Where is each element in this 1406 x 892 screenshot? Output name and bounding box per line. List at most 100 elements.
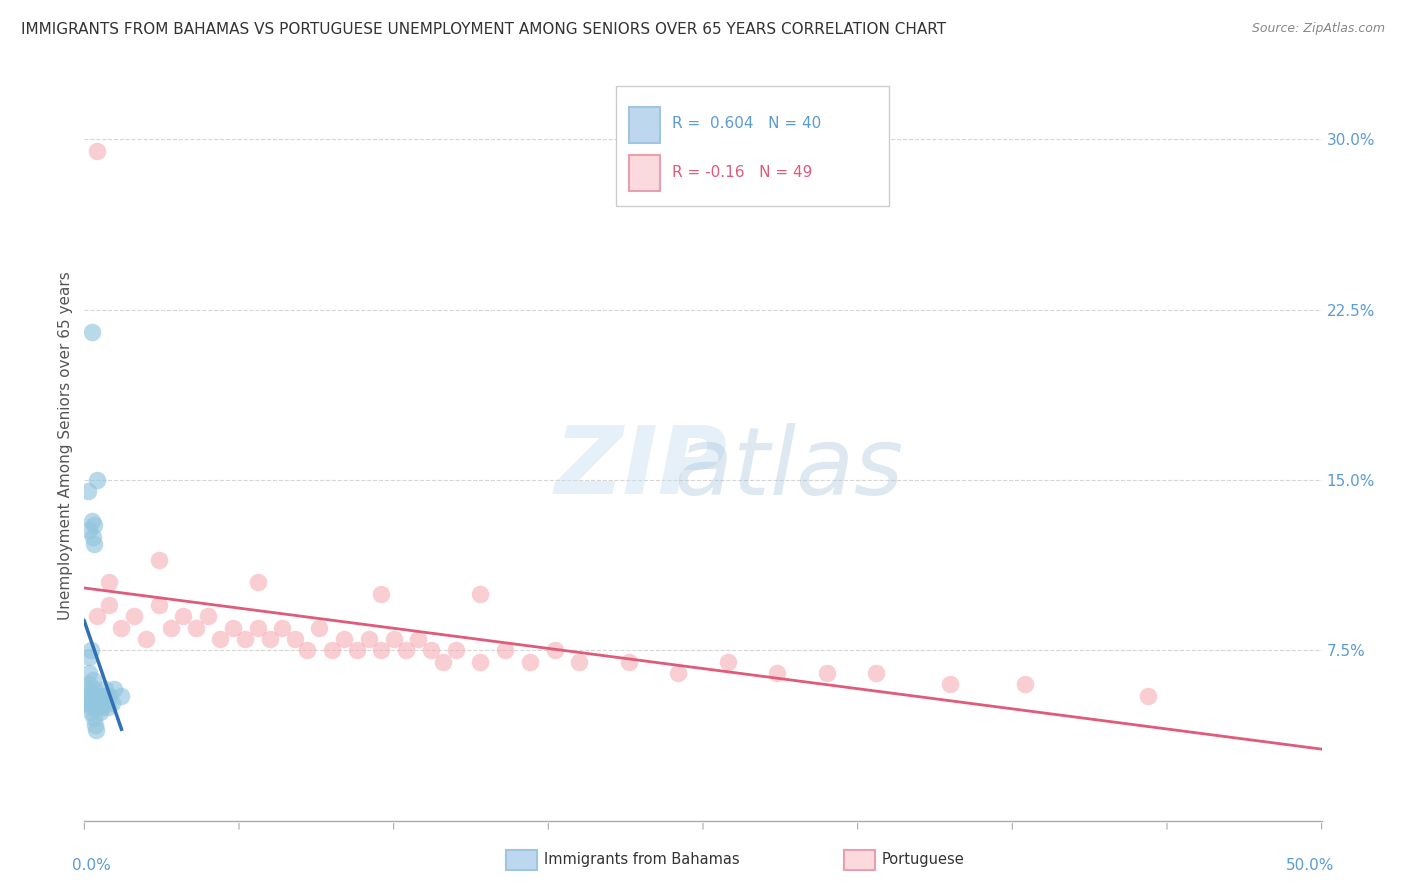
Text: IMMIGRANTS FROM BAHAMAS VS PORTUGUESE UNEMPLOYMENT AMONG SENIORS OVER 65 YEARS C: IMMIGRANTS FROM BAHAMAS VS PORTUGUESE UN… — [21, 22, 946, 37]
Point — [543, 643, 565, 657]
Bar — [616, 87, 889, 206]
Point — [80, 514, 103, 528]
Point — [87, 689, 110, 703]
Point — [76, 689, 98, 703]
Point — [83, 681, 105, 696]
Point — [98, 598, 121, 612]
Point — [494, 643, 516, 657]
Point — [84, 723, 107, 737]
Point — [408, 632, 430, 646]
Point — [357, 632, 380, 646]
Point — [519, 655, 541, 669]
Point — [80, 705, 103, 719]
Point — [308, 621, 330, 635]
Point — [321, 643, 343, 657]
Text: 0.0%: 0.0% — [72, 858, 111, 873]
Point — [160, 621, 183, 635]
Point — [395, 643, 418, 657]
Point — [86, 473, 108, 487]
Point — [815, 666, 838, 681]
Point — [766, 666, 789, 681]
Point — [370, 643, 392, 657]
Point — [666, 666, 689, 681]
Point — [432, 655, 454, 669]
Point — [370, 586, 392, 600]
Point — [82, 673, 104, 687]
Text: R =  0.604   N = 40: R = 0.604 N = 40 — [672, 116, 821, 130]
Point — [295, 643, 318, 657]
Point — [84, 718, 107, 732]
Bar — [628, 106, 659, 143]
Point — [83, 518, 105, 533]
Point — [79, 666, 101, 681]
Point — [148, 552, 170, 566]
Point — [77, 681, 100, 696]
Y-axis label: Unemployment Among Seniors over 65 years: Unemployment Among Seniors over 65 years — [58, 272, 73, 620]
Point — [865, 666, 887, 681]
Point — [79, 693, 101, 707]
Point — [184, 621, 207, 635]
Text: 50.0%: 50.0% — [1285, 858, 1334, 873]
Point — [82, 530, 104, 544]
Point — [83, 536, 105, 550]
Text: Immigrants from Bahamas: Immigrants from Bahamas — [544, 853, 740, 867]
Point — [89, 705, 111, 719]
Point — [103, 681, 125, 696]
Point — [93, 696, 115, 710]
Point — [470, 655, 492, 669]
Point — [246, 575, 269, 590]
Point — [197, 609, 219, 624]
Bar — [628, 155, 659, 191]
Point — [617, 655, 640, 669]
Point — [89, 696, 111, 710]
Point — [717, 655, 740, 669]
Point — [333, 632, 356, 646]
Point — [97, 700, 120, 714]
Point — [110, 689, 132, 703]
Point — [122, 609, 145, 624]
Point — [444, 643, 467, 657]
Point — [284, 632, 307, 646]
Point — [80, 326, 103, 340]
Point — [83, 689, 105, 703]
Point — [222, 621, 245, 635]
Point — [135, 632, 157, 646]
Point — [382, 632, 405, 646]
Point — [98, 575, 121, 590]
Point — [259, 632, 281, 646]
Point — [246, 621, 269, 635]
Point — [233, 632, 256, 646]
Point — [419, 643, 441, 657]
Point — [77, 677, 100, 691]
Point — [209, 632, 232, 646]
Point — [470, 586, 492, 600]
Text: R = -0.16   N = 49: R = -0.16 N = 49 — [672, 165, 813, 180]
Point — [100, 696, 122, 710]
Point — [79, 523, 101, 537]
Point — [86, 144, 108, 158]
Point — [76, 696, 98, 710]
Point — [1137, 689, 1160, 703]
Point — [90, 700, 112, 714]
Point — [79, 643, 101, 657]
Point — [939, 677, 962, 691]
Text: Portuguese: Portuguese — [882, 853, 965, 867]
Point — [82, 696, 104, 710]
Point — [148, 598, 170, 612]
Point — [94, 681, 117, 696]
Point — [91, 689, 114, 703]
Point — [80, 689, 103, 703]
Point — [86, 700, 108, 714]
Point — [98, 689, 121, 703]
Point — [1014, 677, 1036, 691]
Point — [79, 650, 101, 665]
Point — [346, 643, 368, 657]
Point — [86, 609, 108, 624]
Text: atlas: atlas — [554, 423, 903, 514]
Text: ZIP: ZIP — [554, 423, 727, 515]
Point — [96, 689, 118, 703]
Point — [79, 700, 101, 714]
Point — [271, 621, 294, 635]
Point — [77, 484, 100, 499]
Point — [83, 711, 105, 725]
